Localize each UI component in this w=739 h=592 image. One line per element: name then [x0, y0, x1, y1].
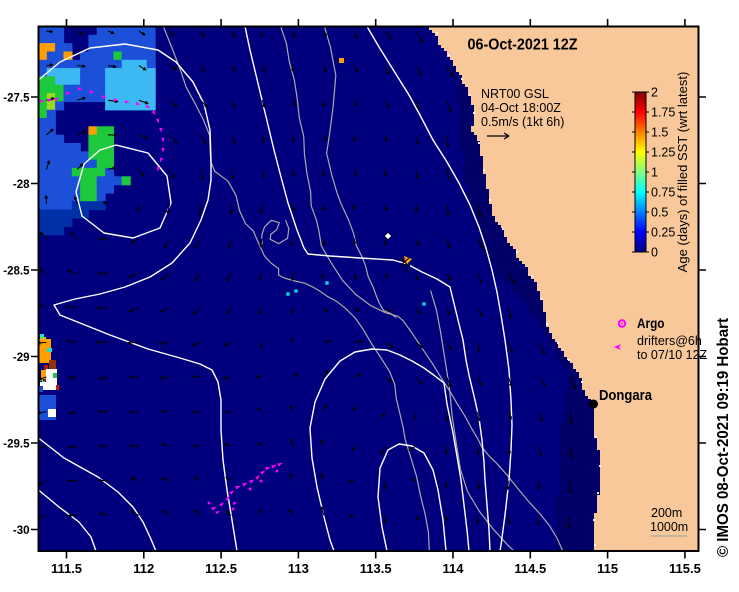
svg-text:-28.5: -28.5 [3, 266, 30, 278]
svg-text:06-Oct-2021 12Z: 06-Oct-2021 12Z [468, 37, 578, 54]
svg-text:-29.5: -29.5 [3, 439, 30, 451]
svg-text:1.25: 1.25 [651, 146, 675, 160]
svg-text:Dongara: Dongara [599, 387, 653, 404]
svg-text:0.5m/s (1kt 6h): 0.5m/s (1kt 6h) [481, 115, 564, 129]
svg-text:1.5: 1.5 [651, 126, 668, 140]
svg-text:drifters@6h: drifters@6h [637, 334, 702, 348]
svg-text:1: 1 [651, 166, 658, 180]
svg-text:2: 2 [651, 86, 658, 100]
svg-text:1.75: 1.75 [651, 106, 675, 120]
svg-text:to 07/10 12Z: to 07/10 12Z [637, 348, 708, 362]
svg-text:200m: 200m [651, 506, 682, 520]
svg-text:0.5: 0.5 [651, 206, 668, 220]
svg-text:114.5: 114.5 [514, 561, 546, 576]
svg-text:0: 0 [651, 246, 658, 260]
svg-text:113: 113 [288, 561, 309, 576]
svg-text:0.25: 0.25 [651, 226, 675, 240]
svg-text:114: 114 [443, 561, 465, 576]
svg-text:Argo: Argo [637, 316, 665, 331]
svg-text:-28: -28 [13, 179, 30, 191]
svg-text:113.5: 113.5 [360, 561, 392, 576]
svg-text:115.5: 115.5 [669, 561, 701, 576]
svg-text:-30: -30 [13, 525, 30, 537]
svg-text:0.75: 0.75 [651, 186, 675, 200]
svg-text:111.5: 111.5 [51, 561, 82, 576]
svg-text:04-Oct 18:00Z: 04-Oct 18:00Z [481, 101, 561, 115]
svg-text:115: 115 [597, 561, 618, 576]
svg-text:NRT00 GSL: NRT00 GSL [481, 87, 549, 101]
svg-text:-29: -29 [13, 352, 30, 364]
svg-text:1000m: 1000m [650, 520, 688, 534]
svg-text:-27.5: -27.5 [3, 93, 30, 105]
svg-text:© IMOS 08-Oct-2021 09:19 Hobar: © IMOS 08-Oct-2021 09:19 Hobart [715, 318, 732, 557]
svg-text:Age (days) of filled SST (wrt: Age (days) of filled SST (wrt latest) [675, 72, 690, 273]
svg-text:112: 112 [133, 561, 154, 576]
svg-text:112.5: 112.5 [205, 561, 237, 576]
